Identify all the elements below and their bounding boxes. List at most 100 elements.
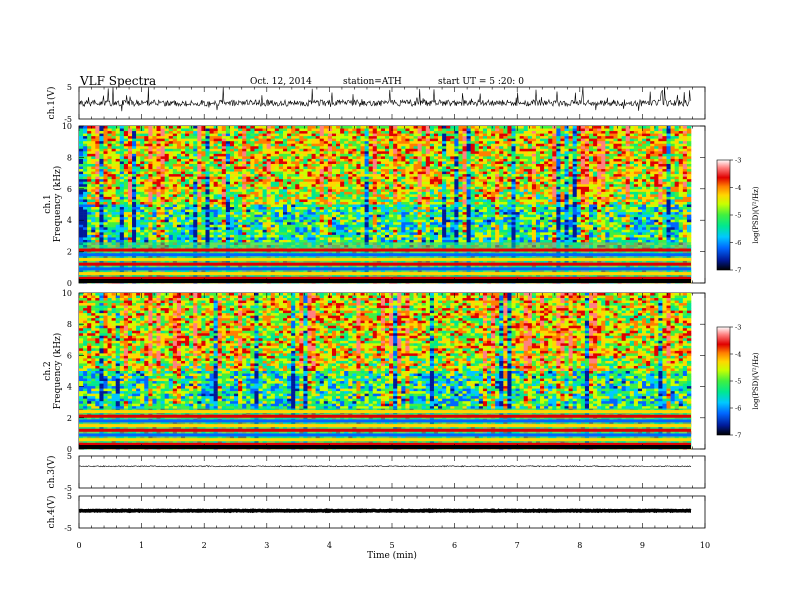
spectrogram-cell [389, 176, 394, 180]
spectrogram-cell [401, 194, 406, 198]
spectrogram-cell [127, 166, 133, 170]
spectrogram-cell [274, 239, 280, 243]
spectrogram-cell [156, 131, 161, 134]
spectrogram-cell [168, 148, 174, 152]
spectrogram-cell [201, 201, 206, 205]
spectrogram-cell [205, 234, 210, 238]
spectrogram-cell [111, 179, 117, 183]
spectrogram-cell [160, 201, 165, 205]
spectrogram-cell [123, 209, 129, 213]
spectrogram-cell [331, 204, 337, 208]
spectrogram-cell [393, 189, 398, 193]
spectrogram-cell [258, 128, 263, 132]
spectrogram-cell [189, 191, 194, 195]
spectrogram-cell [83, 179, 88, 183]
spectrogram-cell [83, 169, 88, 172]
spectrogram-cell [148, 126, 153, 129]
spectrogram-cell [368, 161, 374, 165]
spectrogram-cell [201, 207, 206, 210]
spectrogram-cell [234, 196, 239, 200]
spectrogram-cell [111, 148, 117, 152]
spectrogram-cell [197, 143, 202, 147]
spectrogram-cell [95, 138, 100, 142]
spectrogram-cell [364, 148, 369, 152]
spectrogram-cell [234, 227, 239, 231]
spectrogram-cell [123, 146, 129, 150]
spectrogram-cell [340, 146, 345, 150]
spectrogram-cell [376, 224, 382, 228]
spectrogram-cell [274, 158, 280, 162]
spectrogram-cell [372, 232, 378, 236]
spectrogram-cell [83, 138, 88, 142]
spectrogram-cell [274, 179, 280, 183]
spectrogram-cell [278, 131, 284, 134]
spectrogram-cell [360, 143, 365, 147]
spectrogram-cell [262, 204, 267, 208]
spectrogram-cell [99, 209, 104, 213]
spectrogram-cell [262, 189, 267, 193]
spectrogram-cell [91, 169, 96, 172]
spectrogram-cell [156, 163, 161, 167]
spectrogram-cell [115, 191, 121, 195]
spectrogram-cell [87, 176, 92, 180]
spectrogram-cell [287, 131, 292, 134]
spectrogram-cell [307, 191, 312, 195]
spectrogram-cell [393, 153, 398, 157]
spectrogram-cell [99, 128, 104, 132]
spectrogram-cell [356, 189, 361, 193]
spectrogram-cell [397, 179, 402, 183]
spectrogram-cell [254, 126, 259, 129]
spectrogram-cell [95, 169, 100, 172]
spectrogram-cell [99, 219, 104, 223]
spectrogram-cell [323, 158, 329, 162]
spectrogram-cell [123, 222, 129, 226]
spectrogram-cell [352, 161, 357, 165]
spectrogram-cell [209, 166, 214, 170]
spectrogram-cell [148, 232, 153, 236]
spectrogram-cell [229, 224, 235, 228]
spectrogram-cell [242, 133, 247, 137]
spectrogram-cell [250, 239, 255, 243]
spectrogram-cell [132, 217, 137, 220]
spectrogram-cell [91, 196, 96, 200]
spectrogram-cell [364, 209, 369, 213]
spectrogram-cell [287, 189, 292, 193]
spectrogram-cell [197, 169, 202, 172]
spectrogram-cell [217, 136, 223, 139]
spectrogram-cell [205, 143, 210, 147]
spectrogram-cell [348, 158, 353, 162]
spectrogram-cell [299, 131, 304, 134]
spectrogram-cell [164, 232, 170, 236]
spectrogram-cell [246, 126, 251, 129]
spectrogram-cell [380, 166, 386, 170]
spectrogram-cell [397, 207, 402, 210]
spectrogram-cell [119, 179, 125, 183]
spectrogram-cell [140, 224, 145, 228]
spectrogram-cell [311, 186, 316, 190]
spectrogram-cell [79, 186, 84, 190]
spectrogram-cell [270, 156, 276, 160]
spectrogram-cell [348, 153, 353, 157]
spectrogram-cell [323, 126, 329, 129]
spectrogram-cell [156, 237, 161, 241]
spectrogram-cell [201, 186, 206, 190]
spectrogram-cell [258, 169, 263, 172]
spectrogram-cell [160, 169, 165, 172]
spectrogram-cell [250, 156, 255, 160]
spectrogram-cell [393, 128, 398, 132]
spectrogram-cell [221, 184, 227, 188]
spectrogram-cell [164, 131, 170, 134]
spectrogram-cell [254, 141, 259, 145]
spectrogram-cell [176, 133, 182, 137]
spectrogram-cell [385, 194, 390, 198]
spectrogram-cell [270, 141, 276, 145]
spectrogram-cell [164, 212, 170, 215]
spectrogram-cell [352, 209, 357, 213]
spectrogram-cell [193, 153, 198, 157]
spectrogram-cell [307, 163, 312, 167]
spectrogram-cell [274, 143, 280, 147]
spectrogram-cell [148, 191, 153, 195]
spectrogram-cell [213, 186, 219, 190]
spectrogram-cell [172, 151, 178, 155]
spectrogram-cell [95, 156, 100, 160]
